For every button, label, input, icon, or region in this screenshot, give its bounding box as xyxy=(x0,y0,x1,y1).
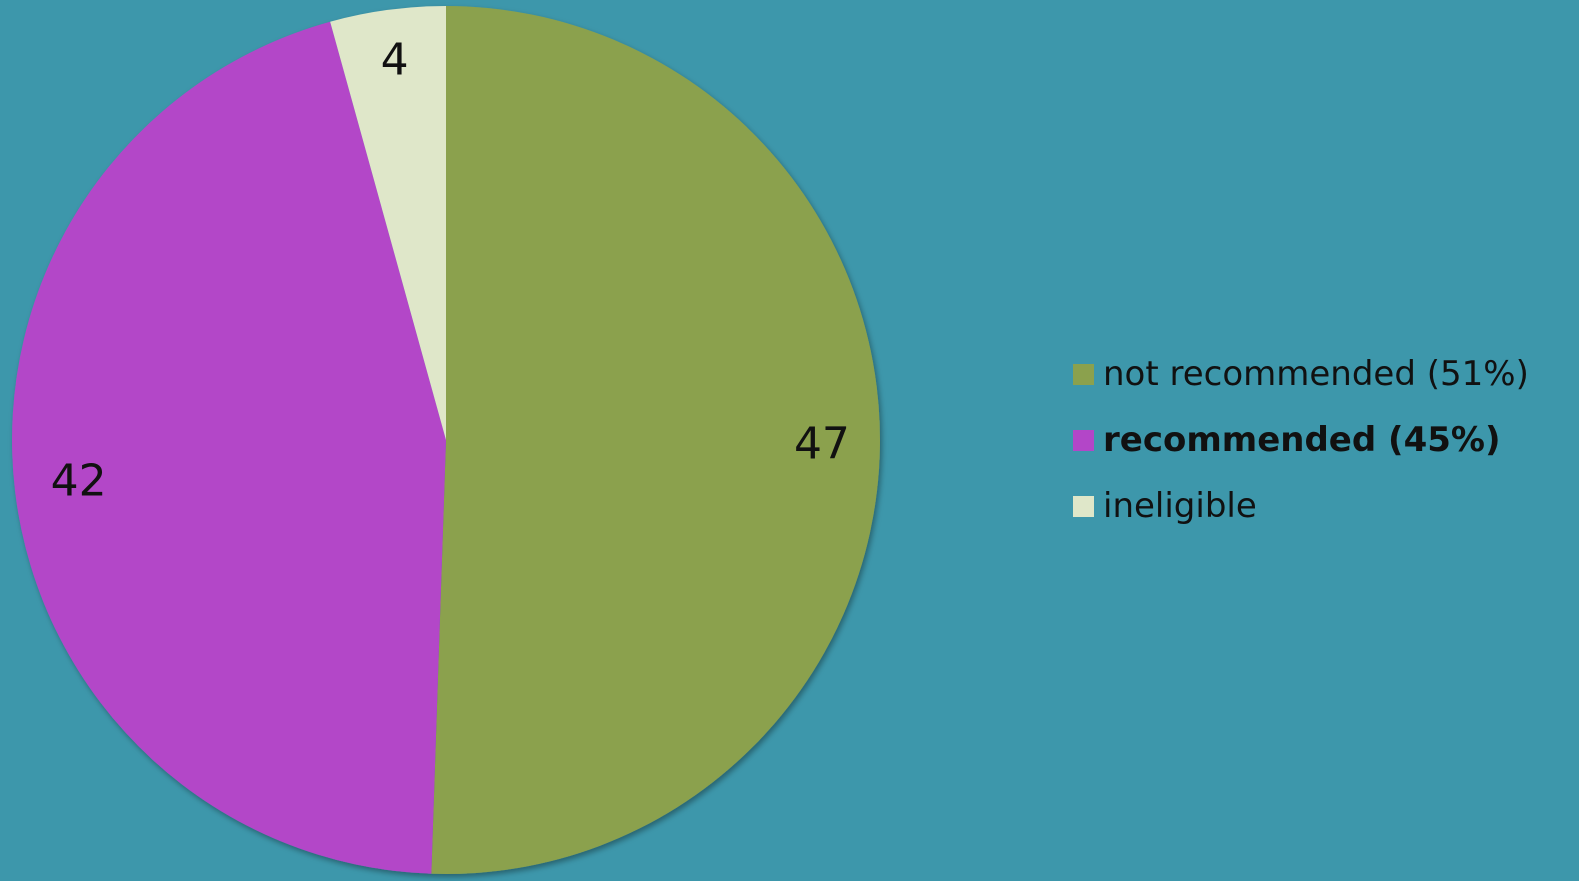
legend: not recommended (51%) recommended (45%) in… xyxy=(1073,352,1529,550)
legend-item: recommended (45%) xyxy=(1073,418,1529,462)
legend-swatch xyxy=(1073,363,1094,385)
slice-value-label: 4 xyxy=(381,34,409,85)
legend-swatch xyxy=(1073,495,1094,517)
slice-value-label: 42 xyxy=(51,456,107,507)
legend-item: ineligible xyxy=(1073,484,1529,528)
legend-item: not recommended (51%) xyxy=(1073,352,1529,396)
pie-slice-recommended xyxy=(11,21,446,874)
pie-slice-ineligible xyxy=(330,6,446,440)
legend-label: recommended (45%) xyxy=(1103,420,1501,460)
pie-slice-not-recommended xyxy=(431,5,881,874)
legend-label: ineligible xyxy=(1103,486,1257,526)
legend-label: not recommended (51%) xyxy=(1103,354,1529,394)
legend-swatch xyxy=(1073,429,1094,451)
slice-value-label: 47 xyxy=(794,418,850,469)
